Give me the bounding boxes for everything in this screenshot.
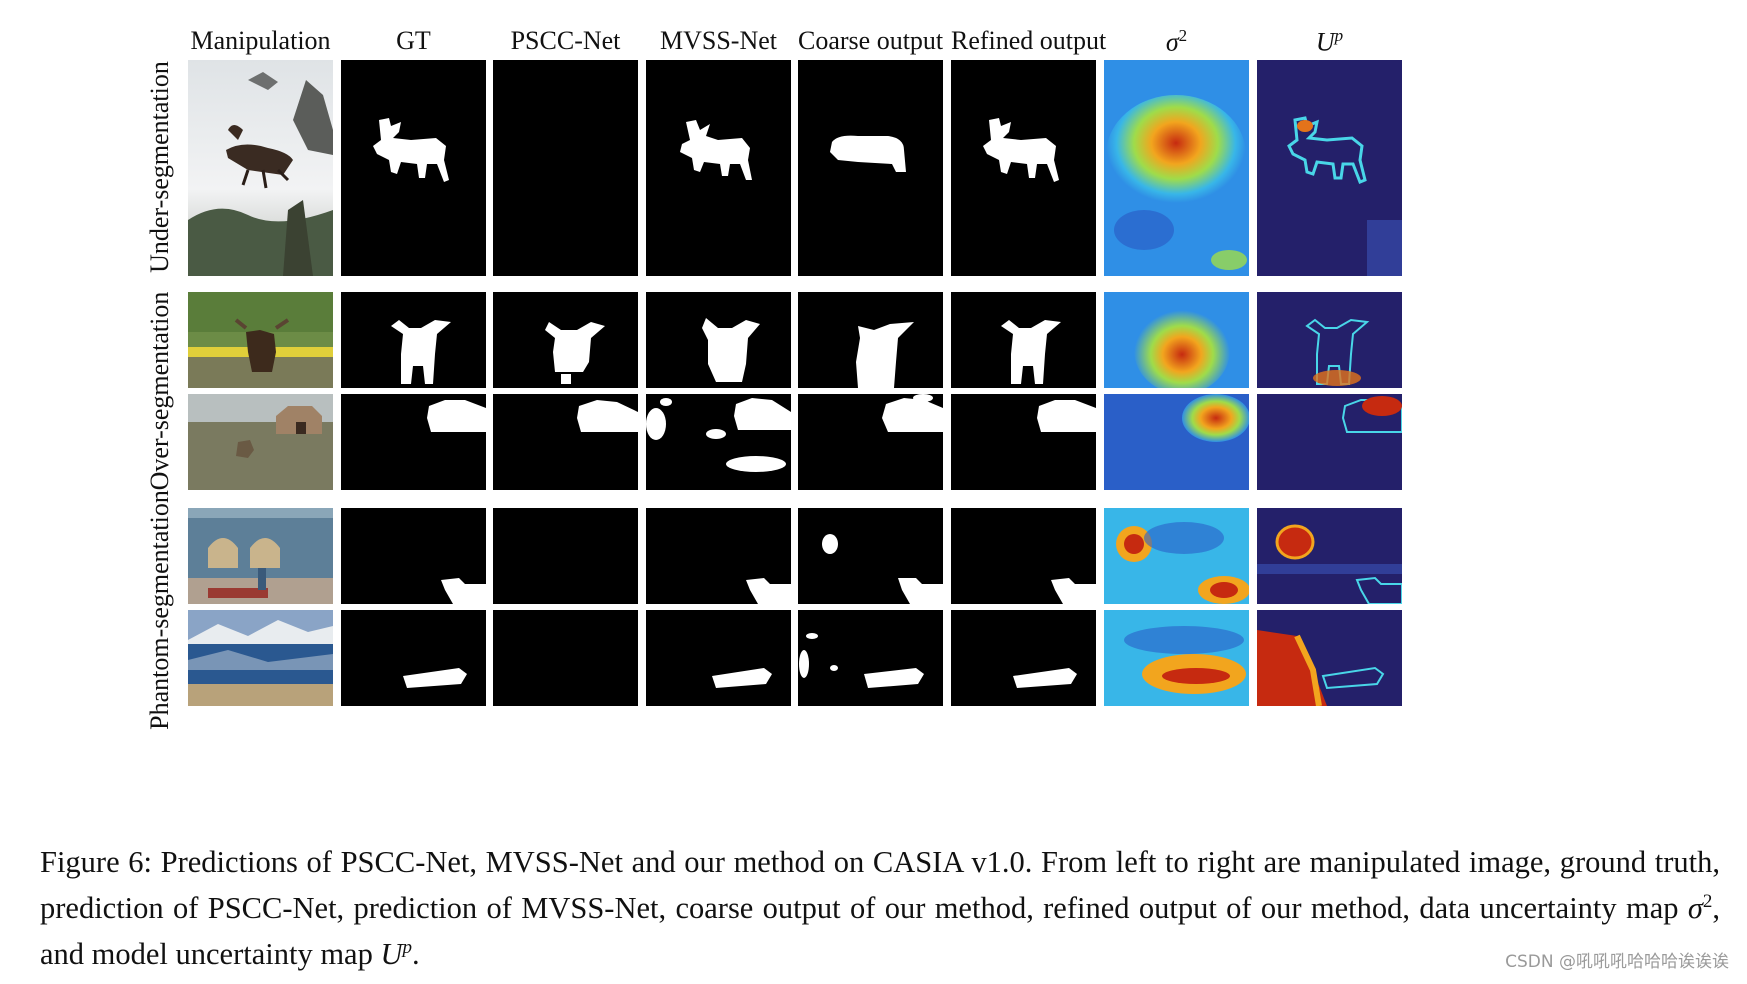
mask-refined-deer-hut: [951, 394, 1096, 490]
mask-pscc-reindeer: [493, 60, 638, 276]
mask-coarse-mosque: [798, 508, 943, 604]
heatmap-sigma-deer-hut: [1104, 394, 1249, 490]
heatmap-u-lake: [1257, 610, 1402, 706]
caption-sigma: σ: [1687, 891, 1703, 926]
mask-gt-lake: [341, 610, 486, 706]
header-coarse-output: Coarse output: [798, 26, 944, 55]
mask-pscc-lake: [493, 610, 638, 706]
mask-gt-moose: [341, 292, 486, 388]
mask-refined-moose: [951, 292, 1096, 388]
mask-pscc-moose: [493, 292, 638, 388]
mask-gt-deer-hut: [341, 394, 486, 490]
caption-text-1: Figure 6: Predictions of PSCC-Net, MVSS-…: [40, 845, 1720, 926]
row-label-phantom-segmentation: Phantom-segmentation: [145, 490, 174, 730]
caption-u-exp: p: [402, 937, 413, 959]
mask-mvss-lake: [646, 610, 791, 706]
mask-coarse-lake: [798, 610, 943, 706]
header-sigma-squared: σ2: [1165, 26, 1188, 57]
header-refined-output: Refined output: [951, 26, 1107, 55]
header-gt: GT: [396, 26, 431, 55]
mask-mvss-reindeer: [646, 60, 791, 276]
mask-refined-lake: [951, 610, 1096, 706]
heatmap-sigma-reindeer: [1104, 60, 1249, 276]
mask-mvss-mosque: [646, 508, 791, 604]
heatmap-u-deer-hut: [1257, 394, 1402, 490]
image-reindeer-manipulated: [188, 60, 333, 276]
heatmap-u-moose: [1257, 292, 1402, 388]
watermark: CSDN @吼吼吼哈哈哈诶诶诶: [1505, 952, 1729, 972]
caption-sigma-exp: 2: [1702, 891, 1713, 912]
mask-coarse-reindeer: [798, 60, 943, 276]
image-lake-manipulated: [188, 610, 333, 706]
caption-u: U: [380, 937, 403, 972]
mask-mvss-moose: [646, 292, 791, 388]
header-mvss-net: MVSS-Net: [659, 26, 777, 55]
row-label-under-segmentation: Under-segmentation: [145, 61, 174, 273]
mask-mvss-deer-hut: [646, 394, 791, 490]
heatmap-sigma-mosque: [1104, 508, 1249, 604]
mask-coarse-deer-hut: [798, 394, 943, 490]
mask-pscc-deer-hut: [493, 394, 638, 490]
mask-pscc-mosque: [493, 508, 638, 604]
caption-text-3: .: [412, 937, 420, 972]
image-moose-manipulated: [188, 292, 333, 388]
mask-coarse-moose: [798, 292, 943, 388]
mask-gt-mosque: [341, 508, 486, 604]
heatmap-u-mosque: [1257, 508, 1402, 604]
heatmap-sigma-lake: [1104, 610, 1249, 706]
mask-refined-mosque: [951, 508, 1096, 604]
mask-gt-reindeer: [341, 60, 486, 276]
header-u-p: Up: [1315, 26, 1344, 57]
header-pscc-net: PSCC-Net: [510, 26, 621, 55]
image-mosque-manipulated: [188, 508, 333, 604]
caption-text-2: , and model uncertainty map: [40, 891, 1720, 972]
header-manipulation: Manipulation: [190, 26, 331, 55]
row-label-over-segmentation: Over-segmentation: [145, 291, 174, 491]
mask-refined-reindeer: [951, 60, 1096, 276]
heatmap-sigma-moose: [1104, 292, 1249, 388]
image-deer-hut-manipulated: [188, 394, 333, 490]
figure-caption: Figure 6: Predictions of PSCC-Net, MVSS-…: [40, 842, 1720, 974]
heatmap-u-reindeer: [1257, 60, 1402, 276]
